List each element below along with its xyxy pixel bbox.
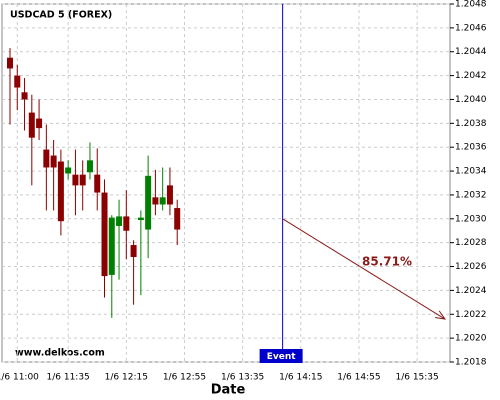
arrow-head bbox=[435, 310, 447, 320]
candle-body bbox=[7, 57, 13, 69]
candle-body bbox=[28, 112, 35, 138]
candle-body bbox=[65, 167, 72, 174]
candle-body bbox=[43, 149, 50, 168]
candle-body bbox=[79, 174, 86, 186]
candle-body bbox=[174, 208, 181, 230]
forecast-label: 85.71% bbox=[362, 255, 412, 269]
candle-body bbox=[137, 217, 144, 220]
candle-body bbox=[108, 217, 115, 275]
y-tick-label: 1.2028 bbox=[455, 238, 487, 248]
y-tick-label: 1.2044 bbox=[455, 47, 487, 57]
x-tick-label: 1/6 12:15 bbox=[105, 373, 148, 383]
candle-body bbox=[21, 92, 28, 100]
candle-body bbox=[152, 197, 159, 205]
x-axis-title: Date bbox=[211, 383, 246, 398]
candle-body bbox=[36, 118, 43, 129]
event-label: Event bbox=[267, 352, 297, 362]
candle-body bbox=[101, 192, 108, 277]
y-tick-label: 1.2046 bbox=[455, 23, 487, 33]
y-tick-label: 1.2032 bbox=[455, 190, 487, 200]
y-tick-label: 1.2038 bbox=[455, 119, 487, 129]
candle-body bbox=[116, 216, 123, 226]
y-tick-label: 1.2048 bbox=[455, 0, 487, 10]
y-tick-label: 1.2020 bbox=[455, 334, 487, 344]
candle-body bbox=[166, 185, 173, 205]
event-box bbox=[259, 349, 303, 363]
candle-body bbox=[130, 245, 137, 257]
forecast-arrow bbox=[282, 218, 446, 320]
y-tick-label: 1.2018 bbox=[455, 358, 487, 368]
chart-title: USDCAD 5 (FOREX) bbox=[10, 10, 112, 21]
x-tick-label: 1/6 12:55 bbox=[163, 373, 206, 383]
candle-body bbox=[86, 160, 93, 173]
candle-body bbox=[14, 75, 21, 88]
x-tick-label: 1/6 11:35 bbox=[47, 373, 90, 383]
x-tick-label: 1/6 15:35 bbox=[395, 373, 438, 383]
watermark: www.delkos.com bbox=[15, 348, 105, 359]
y-tick-label: 1.2022 bbox=[455, 310, 487, 320]
y-tick-label: 1.2036 bbox=[455, 143, 487, 153]
candle-body bbox=[72, 174, 79, 186]
x-tick-label: 1/6 11:00 bbox=[0, 373, 39, 383]
candle-body bbox=[50, 155, 57, 168]
candle-body bbox=[145, 175, 152, 230]
y-tick-label: 1.2040 bbox=[455, 95, 487, 105]
y-tick-label: 1.2042 bbox=[455, 71, 487, 81]
y-tick-label: 1.2026 bbox=[455, 262, 487, 272]
x-tick-label: 1/6 13:35 bbox=[221, 373, 264, 383]
x-tick-label: 1/6 14:55 bbox=[337, 373, 380, 383]
x-tick-label: 1/6 14:15 bbox=[279, 373, 322, 383]
candle-body bbox=[94, 174, 101, 193]
candle-body bbox=[57, 161, 64, 222]
y-tick-label: 1.2024 bbox=[455, 286, 487, 296]
y-tick-label: 1.2030 bbox=[455, 214, 487, 224]
candle-body bbox=[159, 197, 166, 205]
y-tick-label: 1.2034 bbox=[455, 167, 487, 177]
candle-body bbox=[123, 216, 130, 231]
